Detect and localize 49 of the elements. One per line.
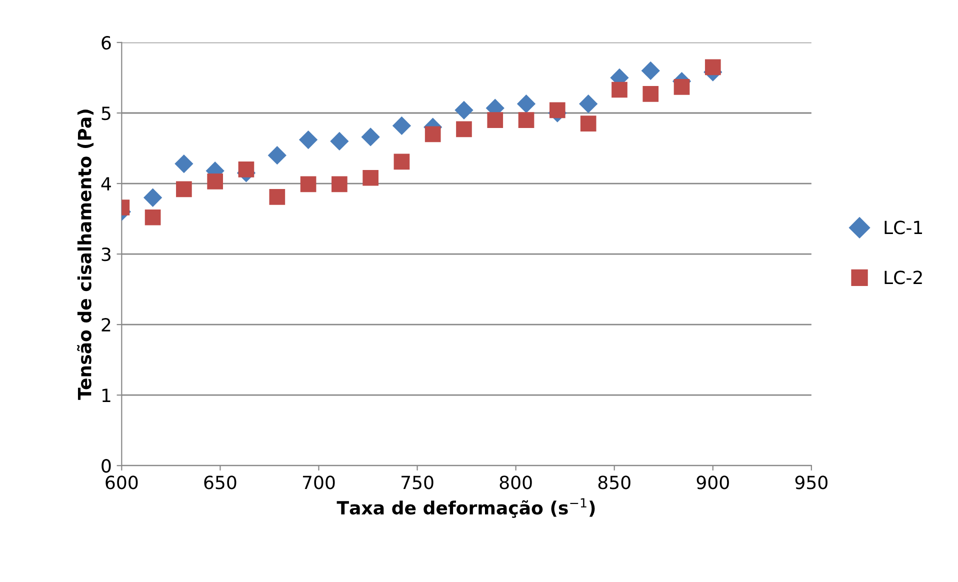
point: [143, 188, 162, 207]
x-tick-label: 800: [500, 476, 532, 490]
point: [612, 82, 628, 98]
point: [361, 128, 380, 146]
point: [456, 121, 472, 138]
point: [332, 176, 348, 192]
point: [674, 78, 690, 95]
point: [454, 100, 474, 120]
point: [579, 94, 598, 114]
point: [518, 112, 534, 128]
legend-label: LC-1: [884, 220, 922, 234]
x-axis-title: Taxa de deformação (s$^{−1}$): [336, 498, 595, 518]
legend-label: LC-2: [884, 270, 922, 284]
x-tick-label: 700: [302, 476, 335, 490]
y-axis-title: Tensão de cisalhamento (Pa): [77, 110, 94, 400]
point: [392, 116, 412, 136]
point: [330, 132, 349, 151]
point: [174, 154, 194, 174]
point: [580, 116, 596, 132]
point: [642, 86, 659, 102]
point: [269, 189, 286, 205]
x-tick-label: 650: [204, 476, 236, 490]
point: [300, 176, 316, 192]
point: [516, 94, 536, 114]
point: [549, 102, 566, 118]
y-tick-label: 4: [101, 177, 111, 190]
y-tick-label: 6: [102, 36, 111, 50]
point: [487, 112, 504, 128]
y-tick-label: 0: [102, 459, 111, 473]
y-tick-label: 3: [102, 248, 110, 262]
point: [641, 61, 660, 80]
x-tick-label: 950: [795, 476, 828, 490]
x-tick-label: 850: [598, 476, 630, 490]
point: [238, 162, 254, 178]
y-tick-label: 1: [102, 388, 110, 402]
point: [424, 126, 441, 142]
point: [394, 154, 410, 170]
point: [362, 170, 378, 186]
point: [207, 173, 223, 190]
y-tick-label: 5: [102, 106, 110, 120]
point: [298, 130, 318, 150]
x-tick-label: 900: [696, 476, 729, 490]
point: [176, 181, 192, 198]
point: [144, 209, 161, 226]
x-tick-label: 750: [402, 476, 434, 490]
x-tick-label: 600: [106, 476, 138, 490]
y-tick-label: 2: [102, 318, 110, 332]
point: [704, 59, 721, 76]
point: [268, 146, 286, 165]
